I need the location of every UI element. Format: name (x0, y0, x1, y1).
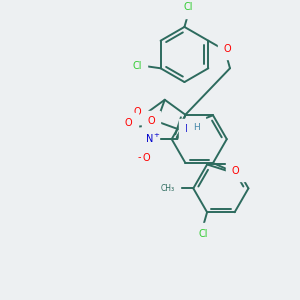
Text: N: N (185, 124, 192, 134)
Text: O: O (142, 153, 150, 163)
Text: Cl: Cl (198, 229, 208, 239)
Text: O: O (124, 118, 132, 128)
Text: Cl: Cl (184, 2, 193, 12)
Text: H: H (193, 123, 200, 132)
Text: +: + (153, 132, 159, 138)
Text: CH₃: CH₃ (161, 184, 175, 193)
Text: O: O (232, 166, 239, 176)
Text: Cl: Cl (132, 61, 142, 71)
Text: -: - (137, 152, 141, 162)
Text: O: O (134, 107, 141, 117)
Text: O: O (147, 116, 155, 126)
Text: O: O (223, 44, 231, 54)
Text: N: N (146, 134, 154, 144)
